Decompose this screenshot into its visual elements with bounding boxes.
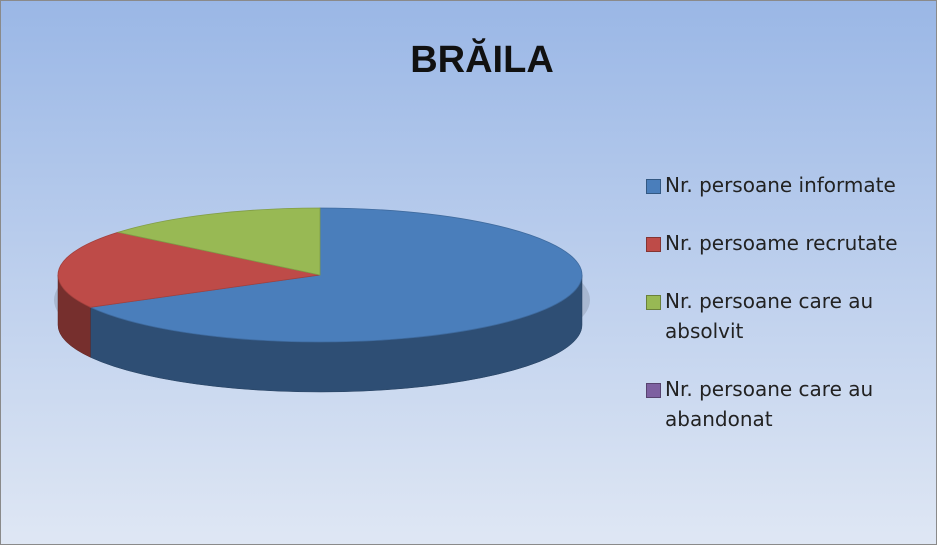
legend-item: Nr. persoame recrutate xyxy=(646,228,926,258)
legend-item: Nr. persoane informate xyxy=(646,170,926,200)
legend-label: Nr. persoane care au abandonat xyxy=(665,377,874,431)
chart-title: BRĂILA xyxy=(410,37,554,81)
legend-swatch xyxy=(646,237,661,252)
slice xyxy=(116,207,321,276)
legend: Nr. persoane informate Nr. persoame recru… xyxy=(646,170,926,462)
legend-label: Nr. persoane care au absolvit xyxy=(665,289,874,343)
slice xyxy=(57,231,321,308)
legend-item: Nr. persoane care au abandonat xyxy=(646,374,926,434)
legend-label: Nr. persoane informate xyxy=(665,173,896,197)
legend-swatch xyxy=(646,383,661,398)
legend-label: Nr. persoame recrutate xyxy=(665,231,898,255)
legend-swatch xyxy=(646,179,661,194)
legend-item: Nr. persoane care au absolvit xyxy=(646,286,926,346)
legend-swatch xyxy=(646,295,661,310)
slice xyxy=(89,207,583,343)
